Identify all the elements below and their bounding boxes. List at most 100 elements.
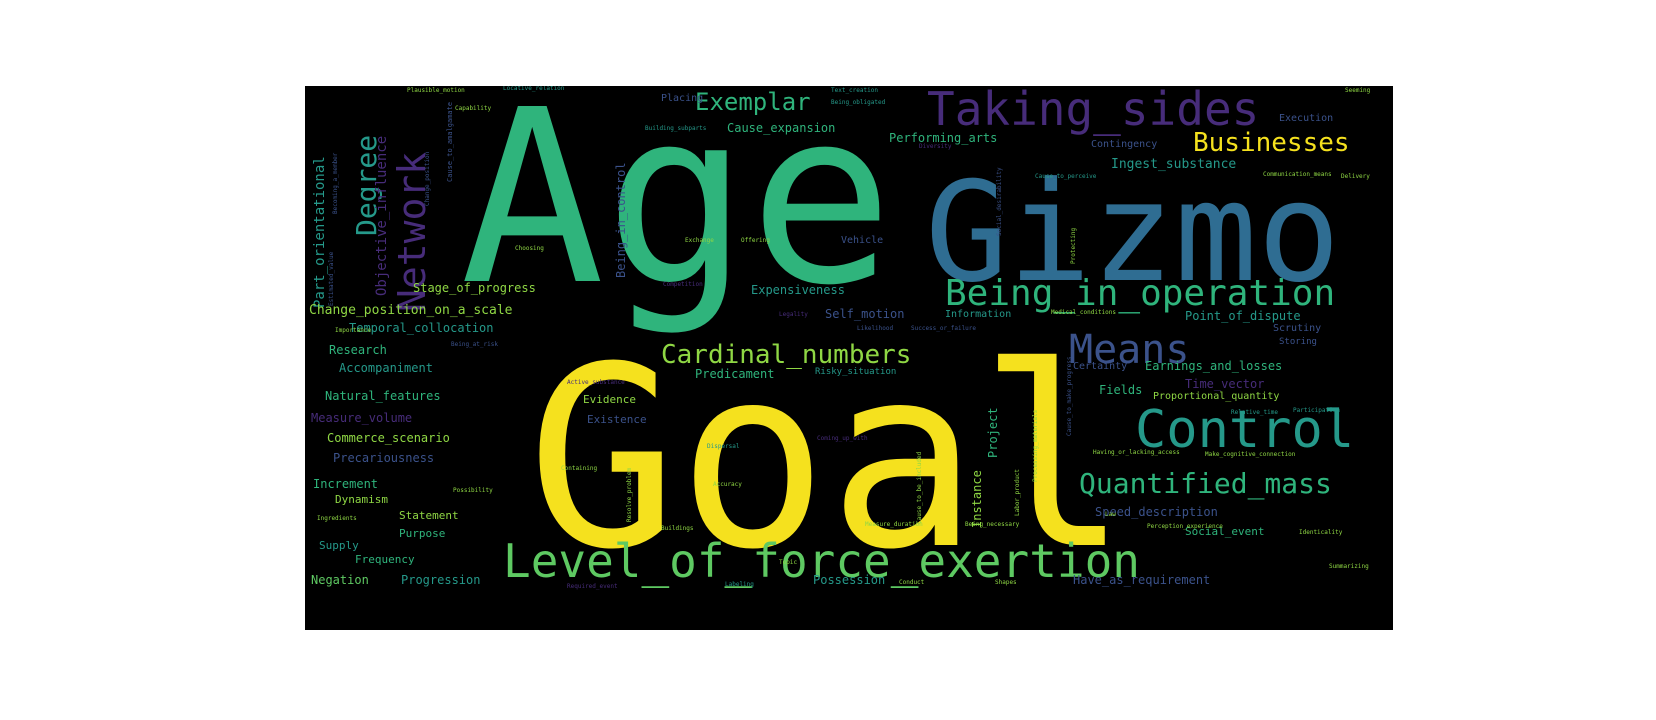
word-self-motion: Self_motion [825,307,905,321]
word-becoming-a-member: Becoming_a_member [332,152,339,214]
word-negation: Negation [311,573,369,587]
word-scrutiny: Scrutiny [1273,323,1322,334]
word-change-position-on-a-scale: Change_position_on_a_scale [309,303,513,318]
word-containing: Containing [561,465,598,472]
word-delivery: Delivery [1341,173,1370,180]
word-cause-expansion: Cause_expansion [727,121,836,135]
word-estimated-value: Estimated_value [328,251,335,306]
word-stage-of-progress: Stage_of_progress [413,281,536,295]
word-businesses: Businesses [1193,128,1350,158]
word-text-creation: Text_creation [831,87,878,94]
word-identicality: Identicality [1299,529,1343,536]
word-cardinal-numbers: Cardinal_numbers [661,340,912,370]
word-time-vector: Time_vector [1185,377,1265,391]
word-instance: Instance [970,470,984,528]
word-measure-duration: Measure_duration [865,521,923,528]
word-measure-volume: Measure_volume [311,411,413,425]
word-processing-materials: Processing_materials [1032,409,1039,482]
word-expensiveness: Expensiveness [751,283,845,297]
word-buildings: Buildings [661,525,694,532]
word-means: Means [1069,327,1190,373]
word-competition: Competition [663,281,703,288]
word-speed-description: Speed_description [1095,505,1218,519]
word-purpose: Purpose [399,527,446,540]
word-certainty: Certainty [1073,361,1128,372]
word-exchange: Exchange [685,237,714,244]
word-protecting: Protecting [1070,227,1077,264]
word-being-necessary: Being_necessary [965,521,1020,528]
word-seeming: Seeming [1345,87,1371,94]
word-research: Research [329,343,387,357]
word-locative-relation: Locative_relation [503,86,565,92]
word-supply: Supply [319,539,359,552]
word-fields: Fields [1099,383,1143,397]
word-cause-to-amalgamate: Cause_to_amalgamate [446,101,454,182]
word-placing: Placing [661,93,704,104]
word-cause-to-be-included: Cause_to_be_included [916,451,923,524]
word-building-subparts: Building_subparts [645,125,707,132]
word-capability: Capability [455,105,492,112]
word-importance: Importance [335,327,372,334]
word-progression: Progression [401,573,481,587]
word-plausible-motion: Plausible_motion [407,87,465,94]
word-being-in-operation: Being_in_operation [945,273,1336,314]
word-success-or-failure: Success_or_failure [911,325,977,332]
word-labeling: Labeling [725,581,754,588]
word-coming-up-with: Coming_up_with [817,435,868,442]
word-vehicle: Vehicle [841,235,884,246]
word-likelihood: Likelihood [857,325,894,332]
word-topic: Topic [779,559,798,566]
word-information: Information [945,309,1012,320]
word-resolve-problem: Resolve_problem [626,467,633,522]
word-law: Law [1105,511,1116,518]
word-existence: Existence [587,413,647,426]
word-being-in-control: Being_in_control [614,162,628,278]
word-medical-conditions: Medical_conditions [1051,309,1117,316]
word-dispersal: Dispersal [707,443,740,450]
word-change-position: Change_position [424,151,431,206]
word-social-event: Social_event [1185,525,1265,538]
word-gizmo: Gizmo [925,152,1341,313]
word-storing: Storing [1279,337,1317,347]
word-control: Control [1135,400,1355,460]
word-natural-features: Natural_features [325,389,441,403]
word-choosing: Choosing [515,245,544,252]
word-summarizing: Summarizing [1329,563,1369,570]
word-part-orientational: Part_orientational [312,156,328,308]
word-active-substance: Active_substance [567,379,625,386]
word-taking-sides: Taking_sides [927,86,1260,136]
word-shapes: Shapes [995,579,1017,586]
word-project: Project [986,407,1000,458]
word-have-as-requirement: Have_as_requirement [1073,573,1211,587]
word-being-obligated: Being_obligated [831,99,886,106]
word-statement: Statement [399,509,459,522]
word-social-desirability: Social_desirability [996,167,1003,236]
word-dynamism: Dynamism [335,493,388,506]
word-cause-to-make-progress: Cause_to_make_progress [1066,356,1073,436]
word-increment: Increment [313,477,379,491]
word-diversity: Diversity [919,143,952,150]
word-earnings-and-losses: Earnings_and_losses [1145,359,1283,373]
word-ingest-substance: Ingest_substance [1111,157,1237,172]
word-objective-influence: Objective_influence [374,135,390,296]
word-point-of-dispute: Point_of_dispute [1185,309,1301,323]
word-communication-means: Communication_means [1263,171,1332,178]
word-frequency: Frequency [355,553,415,566]
word-precariousness: Precariousness [333,451,435,465]
word-possibility: Possibility [453,487,493,494]
word-possession: Possession [813,573,886,587]
word-quantified-mass: Quantified_mass [1079,467,1332,500]
word-evidence: Evidence [583,393,636,406]
word-age: Age [460,86,894,338]
word-offering: Offering [741,237,770,244]
word-having-or-lacking-access: Having_or_lacking_access [1093,449,1180,456]
word-being-at-risk: Being_at_risk [451,341,498,348]
word-contingency: Contingency [1091,139,1158,150]
word-required-event: Required_event [567,583,618,590]
word-risky-situation: Risky_situation [815,367,897,377]
word-performing-arts: Performing_arts [889,131,998,145]
word-conduct: Conduct [899,579,925,586]
word-relative-time: Relative_time [1231,409,1278,416]
word-commerce-scenario: Commerce_scenario [327,431,450,445]
word-legality: Legality [779,311,808,318]
